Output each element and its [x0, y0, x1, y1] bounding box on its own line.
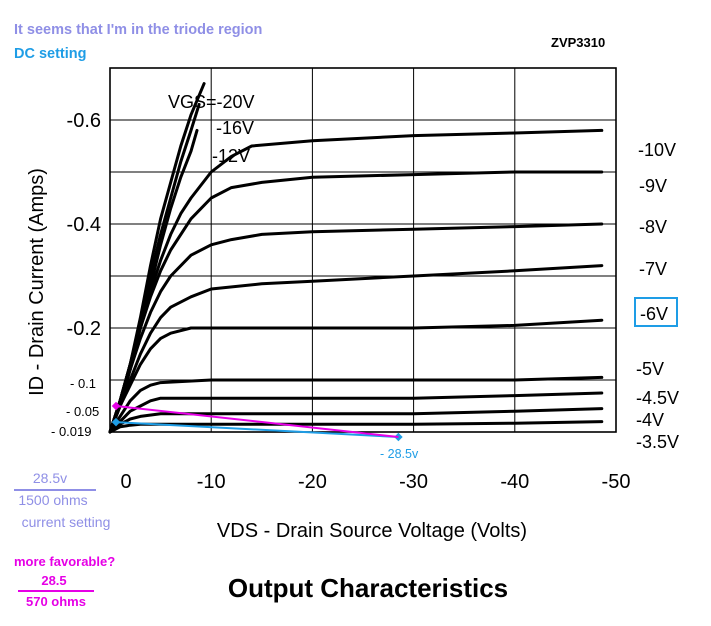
- load-lines: [111, 401, 403, 442]
- load-line-favorable: [115, 405, 399, 438]
- highlight-box-6v: [634, 297, 678, 327]
- load-line-favorable-start-marker: [111, 401, 121, 411]
- tick-label-0-1: - 0.1: [70, 376, 96, 391]
- x-tick-label: 0: [120, 471, 131, 493]
- x-tick-label: -20: [298, 471, 327, 493]
- curve-label: -9V: [639, 176, 667, 196]
- curve-label: -4V: [636, 410, 664, 430]
- curve-label: -16V: [216, 118, 254, 138]
- curve-9v: [108, 170, 604, 434]
- curve-4v: [108, 407, 604, 434]
- curve-3.5v: [108, 420, 604, 434]
- dc-setting-label: DC setting: [14, 46, 87, 62]
- y-tick-label: -0.2: [67, 318, 101, 340]
- curve-label: -5V: [636, 359, 664, 379]
- grid: [110, 68, 616, 432]
- favorable-denominator: 570 ohms: [26, 594, 86, 609]
- curve-label: -12V: [212, 146, 250, 166]
- curve-label: -8V: [639, 217, 667, 237]
- plot-frame: [109, 67, 617, 433]
- x-tick-label: -30: [399, 471, 428, 493]
- chart-title: Output Characteristics: [228, 573, 508, 603]
- y-axis-title: ID - Drain Current (Amps): [26, 168, 48, 396]
- x-tick-labels: 0 -10 -20 -30 -40 -50: [120, 471, 630, 493]
- curve-label: -6V: [640, 304, 668, 324]
- current-setting-denominator: 1500 ohms: [18, 492, 87, 508]
- y-tick-labels: -0.6 -0.4 -0.2: [67, 110, 101, 340]
- tick-label-0-05: - 0.05: [66, 404, 99, 419]
- x-axis-title: VDS - Drain Source Voltage (Volts): [217, 520, 527, 542]
- curve-4.5v: [108, 391, 604, 434]
- curve-label: -10V: [638, 140, 676, 160]
- y-tick-label: -0.4: [67, 214, 101, 236]
- curve-7v: [108, 264, 604, 434]
- curve-8v: [108, 222, 604, 434]
- load-line-current: [115, 421, 399, 438]
- curve-6v: [108, 318, 604, 434]
- triode-note: It seems that I'm in the triode region: [14, 22, 262, 38]
- x-tick-label: -50: [602, 471, 631, 493]
- curve-label: -4.5V: [636, 388, 679, 408]
- favorable-numerator: 28.5: [41, 573, 66, 588]
- curve-labels: VGS=-20V -16V -12V -10V -9V -8V -7V -6V -5V -4.5V…: [168, 92, 679, 452]
- x-tick-label: -40: [500, 471, 529, 493]
- current-setting-numerator: 28.5v: [33, 470, 67, 486]
- x-tick-label: -10: [197, 471, 226, 493]
- part-number: ZVP3310: [551, 35, 605, 50]
- favorable-question: more favorable?: [14, 554, 115, 569]
- tick-label-0-019: - 0.019: [51, 424, 91, 439]
- curves: [108, 82, 604, 434]
- curve-label: VGS=-20V: [168, 92, 255, 112]
- curve-label: -3.5V: [636, 432, 679, 452]
- curve-5v: [108, 375, 604, 434]
- y-tick-label: -0.6: [67, 110, 101, 132]
- curve-label: -7V: [639, 259, 667, 279]
- current-setting-label: current setting: [22, 514, 111, 530]
- load-line-current-start-marker: [111, 417, 121, 427]
- vds-point-label: - 28.5v: [380, 447, 419, 461]
